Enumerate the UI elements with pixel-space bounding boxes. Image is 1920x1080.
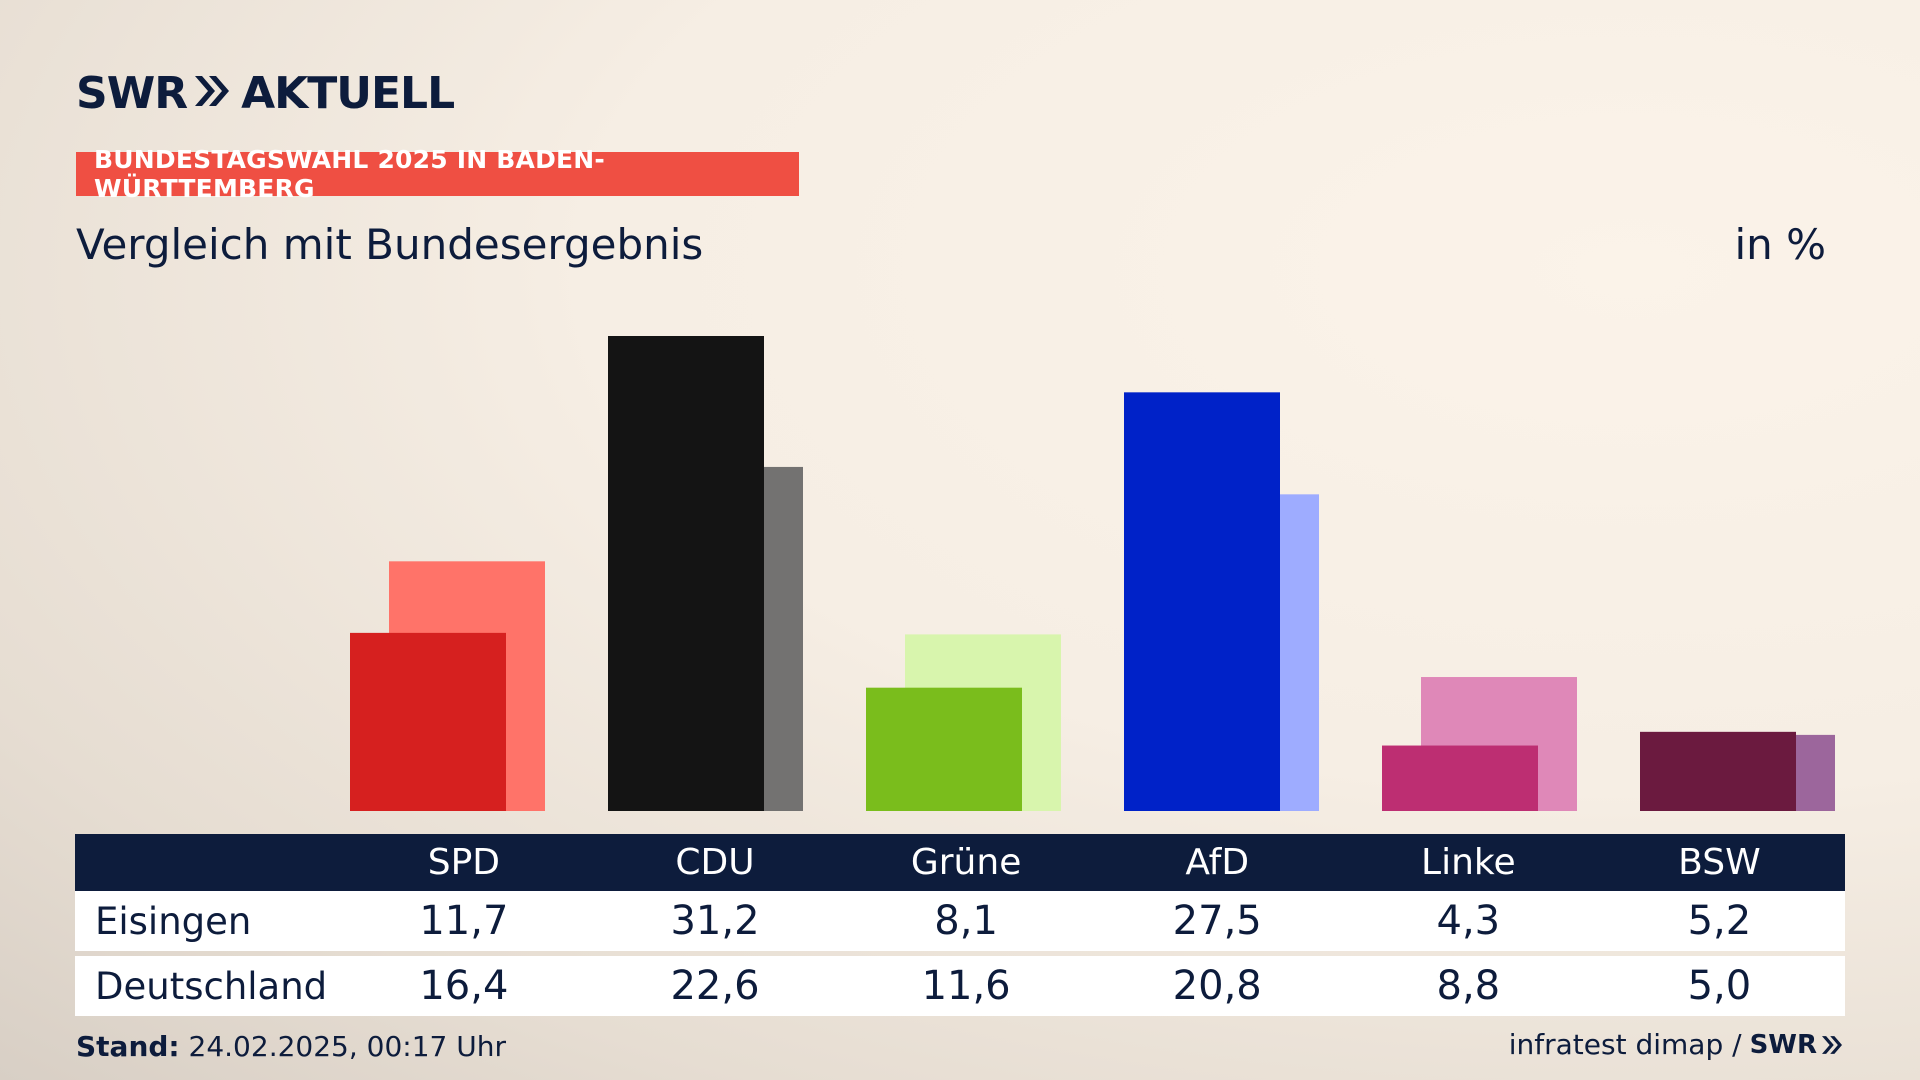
stand-label: Stand: — [76, 1030, 180, 1063]
row-label-eisingen: Eisingen — [95, 899, 252, 943]
value-deutschland-cdu: 22,6 — [670, 963, 760, 1009]
bar-chart — [350, 336, 1835, 811]
bar-eisingen-cdu — [608, 336, 764, 811]
bar-eisingen-spd — [350, 632, 506, 811]
bar-eisingen-bsw — [1640, 731, 1796, 811]
bar-eisingen-linke — [1382, 745, 1538, 811]
source-text: infratest dimap / — [1508, 1028, 1742, 1061]
value-deutschland-linke: 8,8 — [1436, 963, 1501, 1009]
stand-info: Stand: 24.02.2025, 00:17 Uhr — [76, 1030, 506, 1063]
logo-left-text: SWR — [76, 67, 188, 119]
value-eisingen-linke: 4,3 — [1436, 898, 1501, 944]
value-deutschland-gruene: 11,6 — [921, 963, 1011, 1009]
value-eisingen-bsw: 5,2 — [1687, 898, 1752, 944]
swr-aktuell-logo: SWR AKTUELL — [76, 67, 455, 119]
header-party-gruene: Grüne — [910, 842, 1022, 883]
header-party-afd: AfD — [1185, 842, 1250, 883]
small-logo-text: SWR — [1749, 1029, 1817, 1060]
bar-eisingen-afd — [1124, 392, 1280, 811]
value-deutschland-spd: 16,4 — [419, 963, 509, 1009]
value-eisingen-afd: 27,5 — [1172, 898, 1262, 944]
value-eisingen-gruene: 8,1 — [934, 898, 998, 944]
bar-eisingen-gruene — [866, 687, 1022, 811]
swr-small-logo: SWR — [1750, 1030, 1844, 1060]
value-eisingen-spd: 11,7 — [419, 898, 509, 944]
stand-value: 24.02.2025, 00:17 Uhr — [188, 1030, 506, 1063]
header-party-spd: SPD — [427, 842, 501, 883]
logo-right-text: AKTUELL — [241, 67, 455, 119]
results-table: SPD CDU Grüne AfD Linke BSW Eisingen 11,… — [75, 834, 1845, 1016]
double-chevron-icon — [193, 74, 231, 112]
small-double-chevron-icon — [1822, 1035, 1842, 1054]
table-row-eisingen: Eisingen 11,7 31,2 8,1 27,5 4,3 5,2 — [75, 891, 1845, 951]
table-header: SPD CDU Grüne AfD Linke BSW — [75, 834, 1845, 891]
source-info: infratest dimap / SWR — [1509, 1028, 1844, 1061]
unit-label: in % — [1734, 220, 1826, 269]
row-label-deutschland: Deutschland — [95, 964, 328, 1008]
value-deutschland-afd: 20,8 — [1172, 963, 1262, 1009]
header-party-linke: Linke — [1421, 842, 1516, 883]
value-eisingen-cdu: 31,2 — [670, 898, 760, 944]
header-party-bsw: BSW — [1678, 842, 1761, 883]
header-party-cdu: CDU — [675, 842, 755, 883]
chart-subtitle: Vergleich mit Bundesergebnis — [76, 220, 704, 269]
table-row-deutschland: Deutschland 16,4 22,6 11,6 20,8 8,8 5,0 — [75, 956, 1845, 1016]
value-deutschland-bsw: 5,0 — [1687, 963, 1752, 1009]
